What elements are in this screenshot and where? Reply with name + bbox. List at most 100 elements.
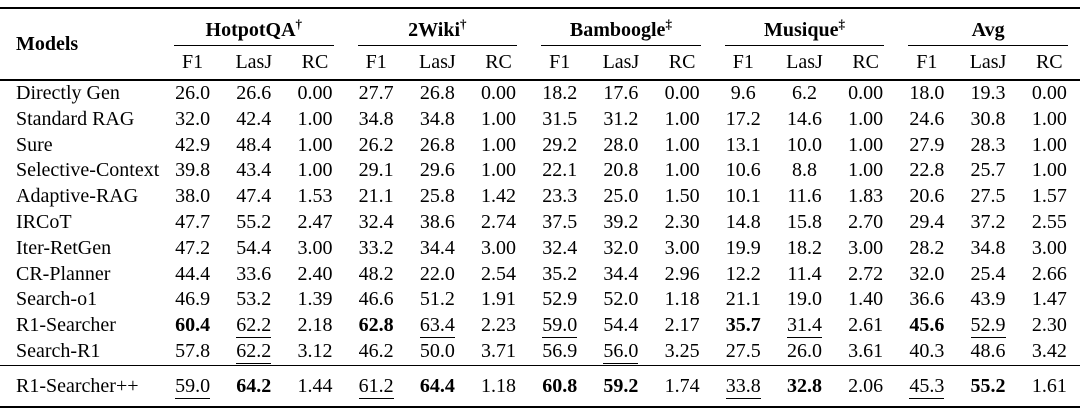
value-cell: 48.6 xyxy=(970,339,1006,362)
value-cell: 1.00 xyxy=(664,107,700,130)
value-cell: 2.66 xyxy=(1031,262,1067,285)
value-cell: 23.3 xyxy=(542,185,578,208)
value-cell: 38.6 xyxy=(419,210,455,233)
value-cell: 1.00 xyxy=(481,159,517,182)
subheader-hotpotqa-lasj: LasJ xyxy=(223,46,285,81)
value-cell: 60.4 xyxy=(162,313,223,339)
value-cell: 57.8 xyxy=(175,339,211,362)
value-cell: 2.30 xyxy=(664,210,700,233)
subheader-bamboogle-rc: RC xyxy=(651,46,713,81)
table-row-iter-retgen: Iter-RetGen 47.2 54.4 3.00 33.2 34.4 3.00 32.4 3… xyxy=(0,236,1080,262)
group-title: 2Wiki† xyxy=(408,16,467,41)
value-cell: 14.8 xyxy=(725,210,761,233)
value-cell: 2.18 xyxy=(297,314,333,337)
value-cell: 11.6 xyxy=(787,185,822,208)
table-header: Models HotpotQA† 2Wiki† Bamboogle‡ Musique‡… xyxy=(0,8,1080,81)
value-cell: 1.83 xyxy=(848,185,884,208)
value-cell: 45.3 xyxy=(896,364,958,407)
model-name: CR-Planner xyxy=(16,262,111,285)
best-value: 45.6 xyxy=(909,314,945,337)
value-cell: 43.9 xyxy=(970,288,1006,311)
second-best-value: 59.0 xyxy=(175,374,211,399)
value-cell: 2.30 xyxy=(1031,314,1067,337)
value-cell: 33.6 xyxy=(236,262,272,285)
model-name: R1-Searcher++ xyxy=(0,364,162,407)
value-cell: 0.00 xyxy=(664,82,700,104)
subheader-avg-f1: F1 xyxy=(896,46,958,81)
value-cell: 1.00 xyxy=(1031,133,1067,156)
subheader-bamboogle-lasj: LasJ xyxy=(590,46,652,81)
dataset-mark: † xyxy=(460,16,467,32)
value-cell: 17.6 xyxy=(603,82,639,104)
value-cell: 32.4 xyxy=(542,236,578,259)
value-cell: 0.00 xyxy=(848,82,884,104)
results-table: Models HotpotQA† 2Wiki† Bamboogle‡ Musique‡… xyxy=(0,7,1080,408)
value-cell: 34.8 xyxy=(358,107,394,130)
value-cell: 1.53 xyxy=(297,185,333,208)
value-cell: 1.57 xyxy=(1031,185,1067,208)
second-best-value: 31.4 xyxy=(786,314,822,339)
value-cell: 37.2 xyxy=(970,210,1006,233)
value-cell: 44.4 xyxy=(175,262,211,285)
group-underline-rule xyxy=(357,45,518,46)
value-cell: 1.74 xyxy=(651,364,713,407)
value-cell: 20.6 xyxy=(909,185,945,208)
value-cell: 0.00 xyxy=(481,82,517,104)
value-cell: 2.72 xyxy=(848,262,884,285)
value-cell: 34.8 xyxy=(419,107,455,130)
value-cell: 2.54 xyxy=(481,262,517,285)
model-name: Iter-RetGen xyxy=(16,236,112,259)
value-cell: 19.3 xyxy=(970,82,1006,104)
group-header-hotpotqa: HotpotQA† xyxy=(162,8,346,46)
second-best-value: 56.0 xyxy=(603,339,639,364)
value-cell: 42.9 xyxy=(175,133,211,156)
value-cell: 18.0 xyxy=(909,82,945,104)
value-cell: 1.00 xyxy=(664,133,700,156)
value-cell: 59.2 xyxy=(590,364,652,407)
value-cell: 1.00 xyxy=(297,107,333,130)
value-cell: 1.40 xyxy=(848,288,884,311)
group-header-avg: Avg xyxy=(896,8,1080,46)
value-cell: 3.00 xyxy=(1031,236,1067,259)
subheader-avg-lasj: LasJ xyxy=(957,46,1019,81)
value-cell: 30.8 xyxy=(970,107,1006,130)
table-row-cr-planner: CR-Planner 44.4 33.6 2.40 48.2 22.0 2.54 35.2 34… xyxy=(0,262,1080,288)
value-cell: 10.6 xyxy=(725,159,761,182)
value-cell: 32.4 xyxy=(358,210,394,233)
value-cell: 46.2 xyxy=(358,339,394,362)
value-cell: 25.0 xyxy=(603,185,639,208)
value-cell: 10.1 xyxy=(725,185,761,208)
best-value: 64.4 xyxy=(419,374,455,397)
dataset-mark: † xyxy=(295,16,303,32)
value-cell: 1.50 xyxy=(664,185,700,208)
group-header-musique: Musique‡ xyxy=(713,8,897,46)
value-cell: 47.2 xyxy=(175,236,211,259)
value-cell: 60.8 xyxy=(529,364,591,407)
subheader-bamboogle-f1: F1 xyxy=(529,46,591,81)
model-name: Sure xyxy=(16,133,53,156)
value-cell: 59.0 xyxy=(162,364,224,407)
value-cell: 52.0 xyxy=(603,288,639,311)
value-cell: 54.4 xyxy=(236,236,272,259)
best-value: 32.8 xyxy=(786,374,822,397)
value-cell: 2.47 xyxy=(297,210,333,233)
value-cell: 29.4 xyxy=(909,210,945,233)
best-value: 60.8 xyxy=(542,374,578,397)
value-cell: 3.71 xyxy=(481,339,517,362)
value-cell: 27.7 xyxy=(358,82,394,104)
table-row-ircot: IRCoT 47.7 55.2 2.47 32.4 38.6 2.74 37.5 39.2 2.3… xyxy=(0,210,1080,236)
value-cell: 26.0 xyxy=(786,339,822,362)
value-cell: 29.6 xyxy=(419,159,455,182)
value-cell: 51.2 xyxy=(419,288,455,311)
value-cell: 26.8 xyxy=(419,133,455,156)
value-cell: 33.2 xyxy=(358,236,394,259)
value-cell: 35.2 xyxy=(542,262,578,285)
value-cell: 48.2 xyxy=(358,262,394,285)
value-cell: 46.9 xyxy=(175,288,211,311)
value-cell: 8.8 xyxy=(791,159,817,182)
value-cell: 26.2 xyxy=(358,133,394,156)
value-cell: 2.06 xyxy=(835,364,897,407)
value-cell: 3.42 xyxy=(1031,339,1067,362)
value-cell: 22.8 xyxy=(909,159,945,182)
